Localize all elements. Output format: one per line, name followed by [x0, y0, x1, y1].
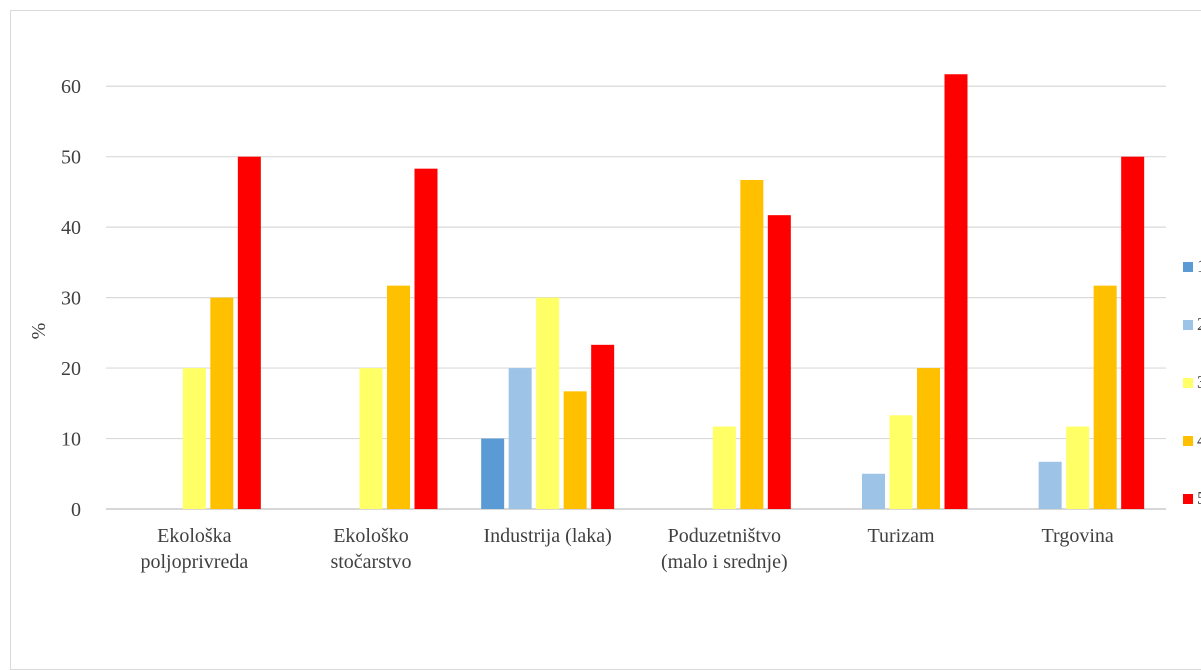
bar: [237, 156, 261, 509]
legend-swatch: [1183, 320, 1193, 330]
y-tick-label: 10: [61, 429, 81, 451]
category-label: Ekološko: [333, 525, 409, 547]
bars: [182, 74, 1145, 509]
legend-label: 2: [1197, 314, 1201, 334]
chart-frame: 0 10 20 30 40 50 60 Ekološka poljoprivreda Ekolo…: [10, 10, 1201, 670]
category-label: Turizam: [867, 525, 934, 547]
legend-label: 5: [1197, 488, 1201, 508]
category-label: Ekološka: [157, 525, 232, 547]
bar: [182, 368, 206, 509]
legend-swatch: [1183, 494, 1193, 504]
bar: [414, 168, 438, 509]
bar: [944, 74, 968, 509]
bar: [481, 438, 505, 509]
bar: [387, 285, 410, 509]
legend: 1 2 3 4 5: [1183, 256, 1201, 508]
y-axis-label: %: [28, 323, 50, 340]
bar: [563, 391, 587, 509]
y-tick-label: 20: [61, 358, 81, 380]
category-label: Industrija (laka): [484, 525, 612, 547]
bar: [767, 215, 791, 509]
legend-label: 4: [1197, 430, 1201, 450]
bar: [591, 344, 615, 509]
category-labels: Ekološka poljoprivreda Ekološko stočarstvo I…: [140, 525, 1113, 573]
bar: [1121, 156, 1145, 509]
legend-label: 3: [1197, 372, 1201, 392]
bar: [889, 415, 913, 509]
bar: [536, 297, 560, 509]
bar: [1066, 426, 1090, 509]
y-tick-label: 50: [61, 147, 81, 169]
y-tick-label: 30: [61, 288, 81, 310]
y-tick-label: 40: [61, 217, 81, 239]
legend-swatch: [1183, 378, 1193, 388]
bar: [740, 179, 764, 509]
bar: [1093, 285, 1117, 509]
gridlines: [106, 85, 1166, 510]
category-label: Trgovina: [1042, 525, 1114, 547]
legend-swatch: [1183, 436, 1193, 446]
bar: [210, 297, 234, 509]
bar: [508, 368, 532, 509]
y-tick-label: 0: [71, 499, 81, 521]
category-label: poljoprivreda: [140, 551, 248, 573]
bar: [712, 426, 736, 509]
category-label: (malo i srednje): [661, 551, 788, 573]
bar: [359, 368, 383, 509]
legend-swatch: [1183, 262, 1193, 272]
bar: [862, 473, 885, 509]
bar: [917, 368, 940, 509]
bar: [1038, 461, 1062, 509]
legend-label: 1: [1197, 256, 1201, 276]
y-tick-label: 60: [61, 76, 81, 98]
y-tick-labels: 0 10 20 30 40 50 60: [61, 76, 81, 521]
category-label: Poduzetništvo: [668, 525, 781, 547]
category-label: stočarstvo: [330, 551, 411, 573]
